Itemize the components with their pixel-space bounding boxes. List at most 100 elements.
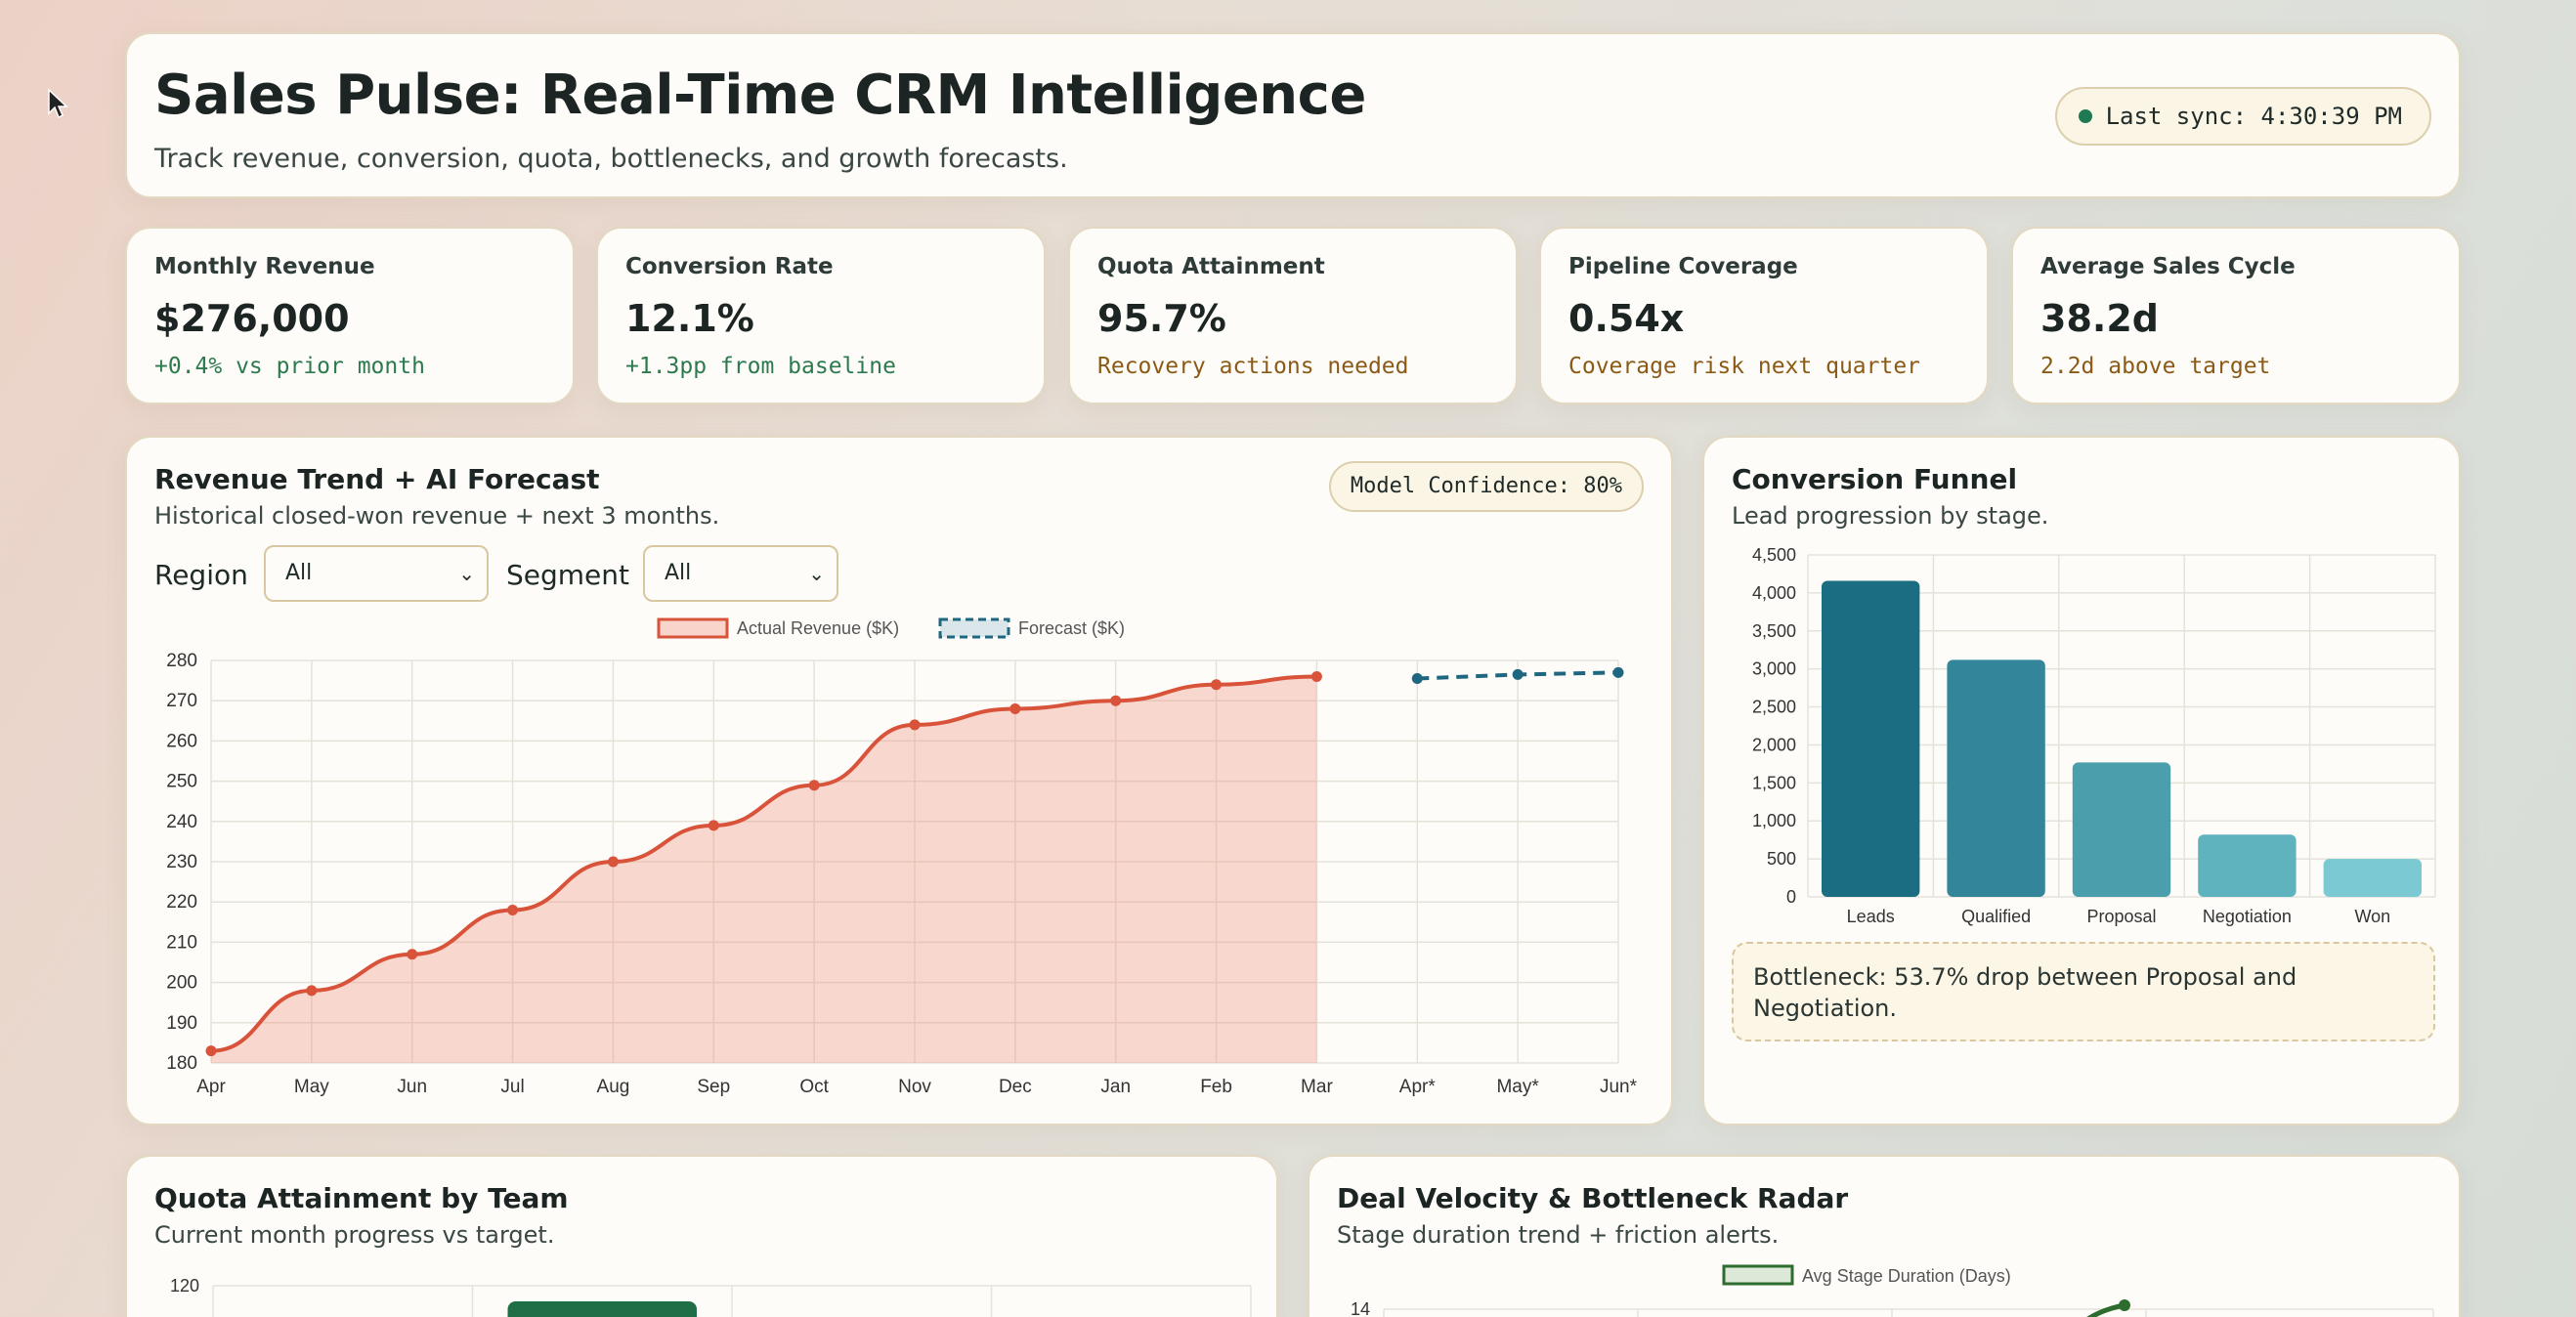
x-tick-label: Aug — [597, 1077, 630, 1097]
funnel-bar-proposal — [2072, 762, 2171, 897]
kpi-card-quota-attainment: Quota Attainment 95.7% Recovery actions … — [1068, 227, 1518, 404]
kpi-value: 38.2d — [2040, 297, 2159, 340]
y-tick-label: 240 — [166, 812, 197, 832]
panel-title: Conversion Funnel — [1732, 463, 2018, 495]
kpi-note: +0.4% vs prior month — [154, 354, 425, 379]
chevron-down-icon: ⌄ — [458, 562, 475, 585]
region-filter-label: Region — [154, 559, 248, 591]
y-tick-label: 210 — [166, 932, 197, 953]
mouse-cursor-icon — [48, 88, 68, 119]
funnel-bar-qualified — [1947, 659, 2045, 897]
panel-title: Deal Velocity & Bottleneck Radar — [1337, 1182, 1849, 1214]
y-tick-label: 1,500 — [1752, 773, 1796, 792]
x-tick-label: Leads — [1847, 907, 1895, 926]
funnel-bar-won — [2323, 859, 2422, 897]
forecast-point — [1612, 666, 1624, 678]
kpi-value: 12.1% — [625, 297, 754, 340]
panel-subtitle: Historical closed-won revenue + next 3 m… — [154, 502, 720, 530]
actual-revenue-point — [407, 949, 418, 960]
x-tick-label: May — [294, 1077, 329, 1097]
deal-velocity-chart: Avg Stage Duration (Days) 14 — [1351, 1264, 2434, 1317]
y-tick-label: 1,000 — [1752, 811, 1796, 830]
team-quota-bar — [507, 1301, 697, 1317]
kpi-note: 2.2d above target — [2040, 354, 2271, 379]
actual-revenue-point — [205, 1045, 217, 1057]
y-tick-label: 250 — [166, 772, 197, 792]
y-tick-label: 14 — [1351, 1299, 1370, 1317]
legend-swatch-duration — [1722, 1264, 1794, 1286]
panel-title: Quota Attainment by Team — [154, 1182, 569, 1214]
duration-line — [2086, 1302, 2125, 1317]
x-tick-label: Jul — [500, 1077, 524, 1097]
x-tick-label: May* — [1496, 1077, 1539, 1097]
x-tick-label: Won — [2354, 907, 2390, 926]
x-tick-label: Dec — [999, 1077, 1032, 1097]
kpi-note: Coverage risk next quarter — [1568, 354, 1921, 379]
conversion-funnel-chart: 0 500 1,000 1,500 2,000 2,500 3,000 3,500 4,000 4… — [1752, 545, 2436, 926]
forecast-point — [1512, 668, 1524, 680]
region-select[interactable]: All ⌄ — [264, 545, 489, 602]
y-tick-label: 260 — [166, 731, 197, 751]
x-tick-label: Mar — [1301, 1077, 1333, 1097]
x-tick-label: Apr* — [1399, 1077, 1437, 1097]
x-tick-label: Feb — [1200, 1077, 1232, 1097]
x-tick-label: Apr — [196, 1077, 226, 1097]
legend-label-forecast: Forecast ($K) — [1018, 618, 1125, 638]
actual-revenue-point — [607, 856, 619, 868]
y-tick-label: 2,500 — [1752, 698, 1796, 717]
y-tick-label: 0 — [1786, 887, 1796, 907]
kpi-note: Recovery actions needed — [1097, 354, 1409, 379]
y-tick-label: 270 — [166, 691, 197, 711]
x-tick-label: Sep — [697, 1077, 730, 1097]
revenue-trend-chart: Actual Revenue ($K) Forecast ($K) 180 190 20… — [166, 617, 1638, 1097]
actual-revenue-point — [909, 719, 921, 731]
y-tick-label: 3,500 — [1752, 621, 1796, 641]
conversion-funnel-panel: Conversion Funnel Lead progression by st… — [1702, 436, 2461, 1126]
y-tick-label: 280 — [166, 651, 197, 671]
y-tick-label: 120 — [170, 1276, 199, 1296]
actual-revenue-point — [1310, 670, 1322, 682]
legend-swatch-forecast — [938, 617, 1010, 639]
panel-title: Revenue Trend + AI Forecast — [154, 463, 600, 495]
model-confidence-badge: Model Confidence: 80% — [1328, 461, 1644, 512]
kpi-card-conversion-rate: Conversion Rate 12.1% +1.3pp from baseli… — [596, 227, 1046, 404]
sync-status-text: Last sync: 4:30:39 PM — [2105, 103, 2402, 130]
chevron-down-icon: ⌄ — [808, 562, 825, 585]
y-tick-label: 230 — [166, 852, 197, 872]
page-title: Sales Pulse: Real-Time CRM Intelligence — [154, 64, 1366, 127]
quota-by-team-panel: Quota Attainment by Team Current month p… — [125, 1155, 1278, 1317]
panel-subtitle: Current month progress vs target. — [154, 1221, 555, 1249]
legend-swatch-actual — [657, 617, 729, 639]
y-tick-label: 3,000 — [1752, 659, 1796, 679]
y-tick-label: 190 — [166, 1013, 197, 1034]
actual-revenue-point — [1211, 679, 1223, 691]
deal-velocity-panel: Deal Velocity & Bottleneck Radar Stage d… — [1308, 1155, 2461, 1317]
kpi-card-pipeline-coverage: Pipeline Coverage 0.54x Coverage risk ne… — [1539, 227, 1989, 404]
page-subtitle: Track revenue, conversion, quota, bottle… — [154, 144, 1068, 174]
y-tick-label: 180 — [166, 1053, 197, 1074]
kpi-value: $276,000 — [154, 297, 350, 340]
kpi-label: Pipeline Coverage — [1568, 254, 1798, 279]
y-tick-label: 4,000 — [1752, 583, 1796, 603]
kpi-label: Average Sales Cycle — [2040, 254, 2296, 279]
x-tick-label: Qualified — [1961, 907, 2031, 926]
actual-revenue-point — [808, 780, 820, 791]
legend-label-duration: Avg Stage Duration (Days) — [1802, 1266, 2011, 1286]
kpi-value: 0.54x — [1568, 297, 1685, 340]
segment-select[interactable]: All ⌄ — [643, 545, 838, 602]
x-tick-label: Jan — [1100, 1077, 1131, 1097]
actual-revenue-area — [211, 676, 1317, 1063]
y-tick-label: 4,500 — [1752, 545, 1796, 565]
region-select-value: All — [285, 561, 313, 585]
dashboard-header: Sales Pulse: Real-Time CRM Intelligence … — [125, 32, 2461, 198]
panel-subtitle: Lead progression by stage. — [1732, 502, 2049, 530]
y-tick-label: 2,000 — [1752, 735, 1796, 754]
x-tick-label: Nov — [898, 1077, 931, 1097]
y-tick-label: 500 — [1767, 849, 1796, 869]
y-tick-label: 200 — [166, 973, 197, 994]
forecast-point — [1411, 673, 1423, 685]
segment-filter-label: Segment — [506, 559, 629, 591]
kpi-note: +1.3pp from baseline — [625, 354, 896, 379]
actual-revenue-point — [1110, 695, 1122, 706]
kpi-value: 95.7% — [1097, 297, 1226, 340]
